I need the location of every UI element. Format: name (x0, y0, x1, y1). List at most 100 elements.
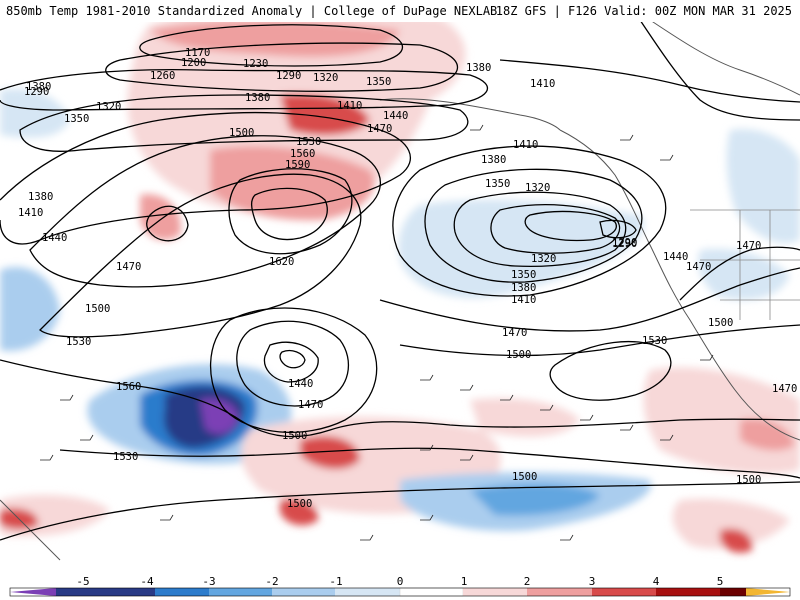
contour-1260-east (599, 219, 637, 239)
contour-1470-interior (679, 246, 800, 301)
contour-1290 (0, 69, 489, 111)
contour-label: 1500 (229, 127, 254, 139)
wind-barb (500, 394, 514, 401)
cool-anomaly-northeast (726, 129, 800, 244)
contour-label: 1470 (502, 327, 527, 339)
colorbar-swatch (592, 588, 656, 596)
contour-1350-cut (279, 349, 306, 369)
contour-1230 (105, 42, 459, 92)
contour-label: 1350 (511, 269, 536, 281)
contour-1500-central (379, 267, 800, 332)
contour-label: 1380 (28, 191, 53, 203)
contour-1530-central (399, 324, 800, 357)
contour-1500-south (0, 481, 800, 541)
colorbar-tick-label: 5 (717, 575, 724, 588)
contour-label: 1440 (42, 232, 67, 244)
contour-label: 1380 (245, 92, 270, 104)
contour-label: 1470 (772, 383, 797, 395)
contour-label: 1500 (736, 474, 761, 486)
warm-anomaly-southeast-core (720, 528, 753, 553)
colorbar-tick-label: 4 (653, 575, 660, 588)
contour-1410 (0, 111, 412, 245)
contour-1380-east (453, 191, 627, 267)
cool-anomaly-west (0, 266, 60, 351)
coastline-west-america (559, 129, 800, 441)
wind-barb (420, 444, 434, 451)
colorbar-swatch (720, 588, 746, 596)
wind-barb (160, 514, 174, 521)
contour-1560-south (0, 359, 800, 438)
contour-label: 1410 (18, 207, 43, 219)
colorbar-swatch (110, 588, 155, 596)
colorbar-swatch (272, 588, 335, 596)
contour-label: 1530 (296, 136, 321, 148)
contour-label: 1290 (612, 237, 637, 249)
colorbar-swatch (656, 588, 720, 596)
contour-label-group: 1170 1200 1230 1260 1290 1290 1320 1320 … (18, 47, 797, 510)
contour-label: 1380 (466, 62, 491, 74)
warm-anomaly-core (210, 146, 375, 221)
state-borders (690, 209, 800, 320)
wind-barb (700, 354, 714, 361)
colorbar-swatch (335, 588, 400, 596)
wind-barbs (40, 124, 714, 541)
warm-anomaly-strong (280, 93, 370, 136)
contour-1410-northeast (639, 19, 800, 121)
coastlines (0, 19, 800, 561)
colorbar-tick-label: 0 (397, 575, 404, 588)
height-contours (0, 19, 800, 541)
contour-1500-east (392, 145, 667, 297)
contour-label: 1290 (24, 86, 49, 98)
colorbar (0, 574, 800, 600)
contour-label: 1440 (663, 251, 688, 263)
contour-label: 1470 (367, 123, 392, 135)
contour-label: 1200 (181, 57, 206, 69)
contour-1590 (228, 168, 353, 255)
contour-label: 1350 (64, 113, 89, 125)
coastline-alaska (379, 98, 561, 131)
contour-label: 1320 (313, 72, 338, 84)
contour-label: 1380 (481, 154, 506, 166)
wind-barb (540, 404, 554, 411)
contour-label: 1500 (708, 317, 733, 329)
contour-label: 1380 (511, 282, 536, 294)
colorbar-tick-label: 2 (524, 575, 531, 588)
contour-label: 1560 (116, 381, 141, 393)
contour-1530-loop (549, 341, 672, 401)
wind-barb (560, 534, 574, 541)
contour-label: 1560 (290, 148, 315, 160)
contour-1320-east (490, 204, 621, 254)
contour-label: 1260 (150, 70, 175, 82)
contour-1440-west (146, 205, 189, 242)
wind-barb (620, 134, 634, 141)
colorbar-swatch (10, 588, 56, 596)
colorbar-tick-label: -5 (76, 575, 89, 588)
contour-1380-north (499, 59, 800, 103)
map-title: 850mb Temp 1981-2010 Standardized Anomal… (6, 4, 498, 18)
wind-barb (460, 454, 474, 461)
contour-label: 1170 (185, 47, 210, 59)
colorbar-swatch (463, 588, 527, 596)
contour-1350 (19, 94, 469, 152)
coastline-southwest (0, 499, 61, 561)
colorbar-tick-label: 3 (589, 575, 596, 588)
contour-label: 1500 (282, 430, 307, 442)
map-header: 850mb Temp 1981-2010 Standardized Anomal… (0, 0, 800, 22)
colorbar-swatch (746, 588, 790, 596)
contour-label: 1410 (337, 100, 362, 112)
contour-label: 1470 (736, 240, 761, 252)
colorbar-tick-label: -1 (329, 575, 342, 588)
contour-label: 1470 (116, 261, 141, 273)
contour-label: 1500 (85, 303, 110, 315)
contour-1620 (250, 187, 328, 241)
warm-anomaly-southeast (672, 498, 790, 549)
contour-label: 1500 (512, 471, 537, 483)
contour-label: 1500 (287, 498, 312, 510)
colorbar-swatch (155, 588, 209, 596)
colorbar-swatch (56, 588, 110, 596)
contour-1470-cut (209, 307, 378, 433)
colorbar-tick-label: -4 (140, 575, 154, 588)
contour-1470 (29, 135, 381, 288)
wind-barb (40, 454, 54, 461)
